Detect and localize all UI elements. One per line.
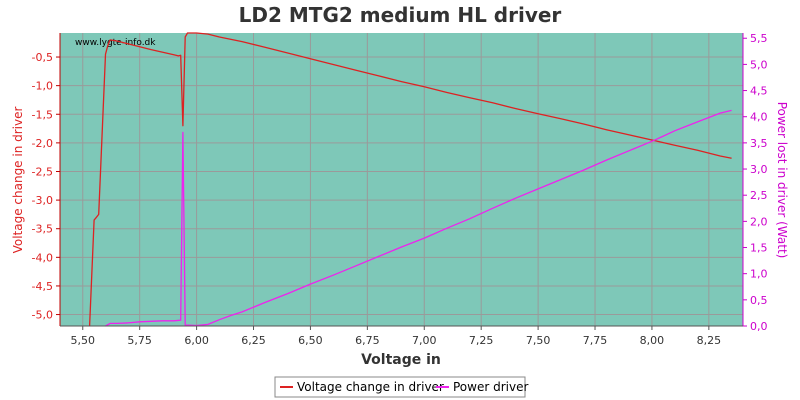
right-tick-label: 1,5	[750, 242, 768, 255]
series-line-voltage-change	[88, 32, 732, 327]
x-tick-label: 7,00	[412, 334, 437, 347]
legend: Voltage change in driver Power driver	[274, 376, 528, 398]
right-axis-label: Power lost in driver (Watt)	[775, 102, 789, 259]
right-tick-label: 1,0	[750, 268, 768, 281]
chart-title: LD2 MTG2 medium HL driver	[239, 3, 562, 27]
right-axis-ticks: 0,0 0,5 1,0 1,5 2,0 2,5 3,0 3,5 4,0 4,5 5,0 5,5	[743, 32, 768, 333]
right-tick-label: 5,0	[750, 58, 768, 71]
plot-area	[60, 33, 743, 326]
right-tick-label: 4,0	[750, 111, 768, 124]
x-tick-label: 7,25	[469, 334, 494, 347]
x-tick-label: 7,75	[583, 334, 608, 347]
watermark-text: www.lygte-info.dk	[75, 38, 156, 48]
x-tick-label: 6,25	[241, 334, 266, 347]
right-tick-label: 2,0	[750, 215, 768, 228]
left-tick-label: -4,0	[32, 251, 53, 264]
left-tick-label: -1,5	[32, 108, 53, 121]
x-tick-label: 8,00	[640, 334, 665, 347]
x-tick-label: 5,50	[71, 334, 96, 347]
x-tick-label: 7,50	[526, 334, 551, 347]
x-tick-label: 5,75	[127, 334, 152, 347]
left-tick-label: -4,5	[32, 280, 53, 293]
right-tick-label: 3,5	[750, 137, 768, 150]
x-tick-label: 6,75	[355, 334, 380, 347]
x-tick-label: 6,50	[298, 334, 323, 347]
right-tick-label: 0,0	[750, 320, 768, 333]
x-axis-ticks: 5,50 5,75 6,00 6,25 6,50 6,75 7,00 7,25 7,50 7,75…	[71, 326, 722, 347]
x-tick-label: 6,00	[184, 334, 209, 347]
x-tick-label: 8,25	[697, 334, 722, 347]
series-line-power-driver	[105, 109, 732, 327]
left-tick-label: -1,0	[32, 80, 53, 93]
right-tick-label: 3,0	[750, 163, 768, 176]
right-tick-label: 2,5	[750, 189, 768, 202]
legend-box	[274, 376, 526, 398]
left-tick-label: -5,0	[32, 309, 53, 322]
left-axis-ticks: -0,5 -1,0 -1,5 -2,0 -2,5 -3,0 -3,5 -4,0 -4,5 -5,0	[32, 51, 60, 322]
left-tick-label: -2,0	[32, 137, 53, 150]
left-tick-label: -3,5	[32, 223, 53, 236]
left-axis-label: Voltage change in driver	[11, 107, 25, 254]
grid-lines	[60, 33, 743, 326]
x-axis-label: Voltage in	[361, 352, 441, 368]
left-tick-label: -3,0	[32, 194, 53, 207]
left-tick-label: -2,5	[32, 165, 53, 178]
right-tick-label: 4,5	[750, 85, 768, 98]
series-layer	[88, 32, 732, 327]
right-tick-label: 0,5	[750, 294, 768, 307]
left-tick-label: -0,5	[32, 51, 53, 64]
legend-label-voltage-change: Voltage change in driver	[297, 380, 444, 394]
legend-label-power-driver: Power driver	[453, 380, 528, 394]
right-tick-label: 5,5	[750, 32, 768, 45]
